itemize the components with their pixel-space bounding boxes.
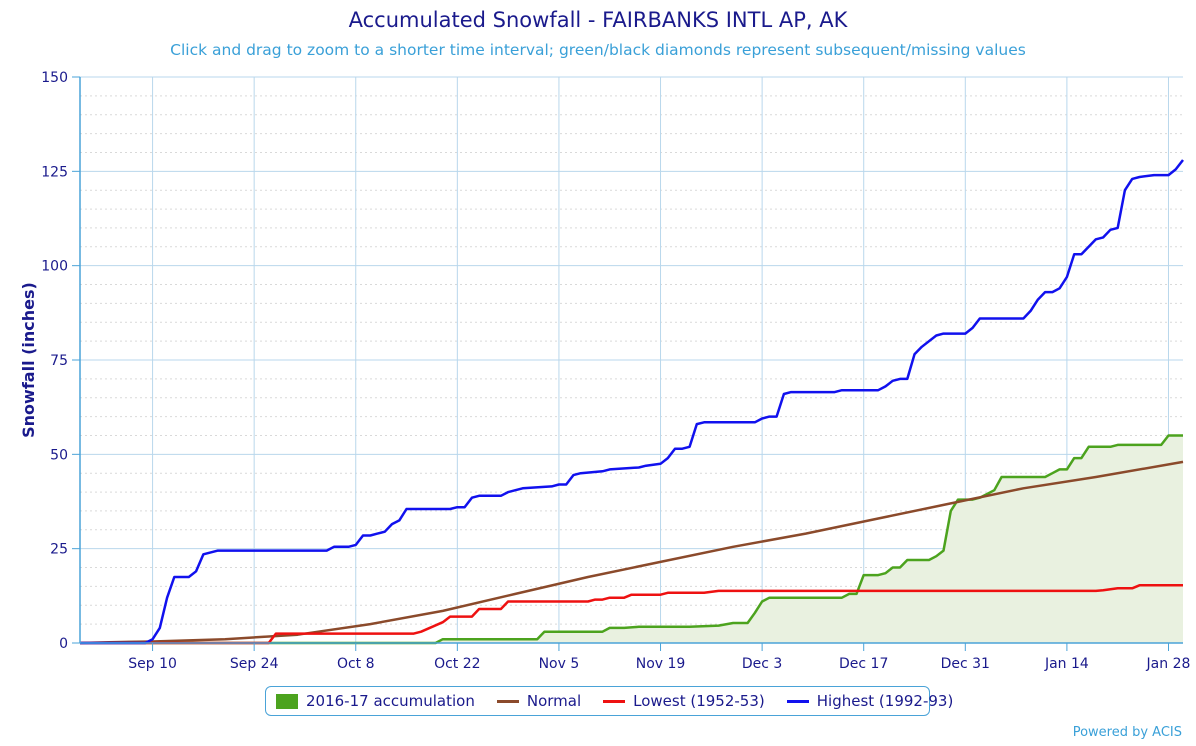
legend-label-2016-17: 2016-17 accumulation	[306, 692, 475, 710]
x-tick-label: Dec 3	[742, 656, 782, 672]
legend-item-normal[interactable]: Normal	[496, 692, 582, 710]
chart-subtitle: Click and drag to zoom to a shorter time…	[170, 41, 1026, 59]
legend-label-highest: Highest (1992-93)	[816, 692, 954, 710]
series-line-lowest-1952-53[interactable]	[80, 584, 1183, 645]
legend-swatch-2016-17	[276, 693, 298, 709]
x-tick-label: Oct 22	[434, 656, 480, 672]
series-area-2016-17-accumulation	[80, 435, 1183, 643]
minor-gridlines	[80, 95, 1183, 625]
x-tick-label: Nov 5	[539, 656, 580, 672]
legend-item-highest[interactable]: Highest (1992-93)	[786, 692, 954, 710]
x-tick-label: Sep 24	[230, 656, 279, 672]
y-tick-label: 125	[41, 164, 68, 180]
x-tick-label: Oct 8	[337, 656, 375, 672]
series-line-2016-17-accumulation[interactable]	[80, 434, 1183, 645]
x-tick-label: Dec 17	[839, 656, 888, 672]
y-tick-label: 150	[41, 70, 68, 86]
y-tick-label: 25	[50, 542, 68, 558]
x-tick-label: Jan 28	[1146, 656, 1191, 672]
series-layer	[79, 159, 1184, 645]
y-tick-label: 75	[50, 353, 68, 369]
x-tick-label: Nov 19	[636, 656, 686, 672]
y-tick-label: 0	[59, 636, 68, 652]
series-line-normal[interactable]	[79, 460, 1184, 645]
legend-label-lowest: Lowest (1952-53)	[633, 692, 765, 710]
x-axis-ticks: Sep 10 Sep 24 Oct 8 Oct 22 Nov 5 Nov 19 Dec 3 D…	[128, 643, 1190, 672]
chart-title: Accumulated Snowfall - FAIRBANKS INTL AP…	[348, 8, 848, 32]
legend-swatch-highest	[786, 699, 809, 703]
legend: 2016-17 accumulation Normal Lowest (1952…	[265, 686, 953, 716]
legend-label-normal: Normal	[526, 692, 582, 710]
x-tick-label: Dec 31	[941, 656, 990, 672]
y-tick-label: 50	[50, 447, 68, 463]
legend-item-lowest[interactable]: Lowest (1952-53)	[603, 692, 765, 710]
y-axis-ticks: 0 25 50 75 100 125 150	[41, 70, 80, 652]
series-line-highest-1992-93[interactable]	[80, 159, 1184, 645]
legend-swatch-normal	[496, 699, 519, 703]
y-axis-title: Snowfall (inches)	[19, 282, 38, 438]
legend-item-2016-17[interactable]: 2016-17 accumulation	[276, 692, 475, 710]
x-tick-label: Jan 14	[1044, 656, 1089, 672]
legend-swatch-lowest	[603, 699, 626, 703]
powered-by-link[interactable]: Powered by ACIS	[1072, 725, 1182, 740]
y-tick-label: 100	[41, 259, 68, 275]
x-tick-label: Sep 10	[128, 656, 177, 672]
